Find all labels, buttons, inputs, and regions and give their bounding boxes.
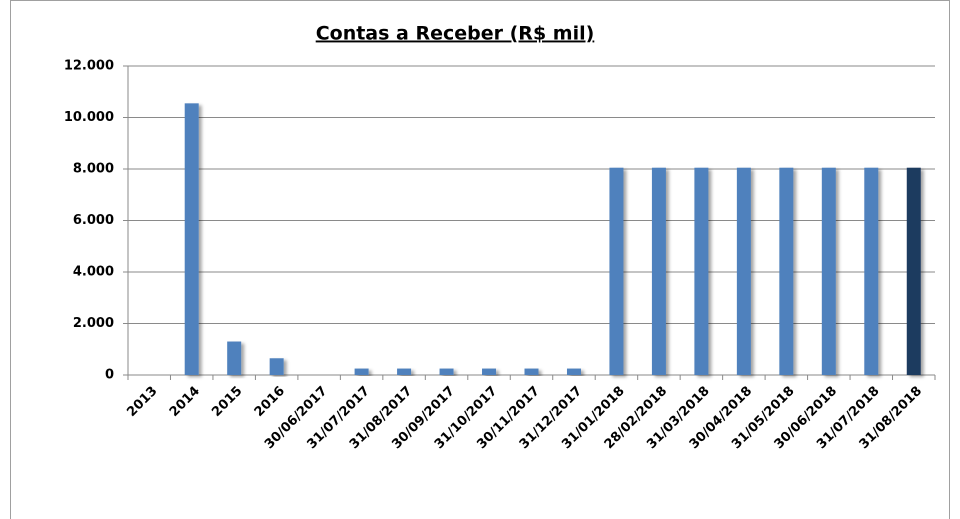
bar (184, 103, 199, 376)
y-tick-label: 8.000 (73, 162, 114, 177)
y-tick-label: 0 (105, 368, 114, 383)
bar (906, 167, 921, 375)
y-tick-label: 6.000 (73, 213, 114, 228)
y-tick-label: 10.000 (64, 110, 114, 125)
bar (779, 167, 794, 375)
bar (439, 368, 454, 375)
y-tick-label: 12.000 (64, 59, 114, 74)
bar (736, 167, 751, 375)
bar (269, 358, 284, 375)
bar (609, 167, 624, 375)
bar (354, 368, 369, 375)
bar (397, 368, 412, 375)
bar (694, 167, 709, 375)
bar (482, 368, 497, 375)
y-tick-label: 2.000 (73, 316, 114, 331)
bar (821, 167, 836, 375)
chart-title: Contas a Receber (R$ mil) (316, 23, 595, 45)
bar (864, 167, 879, 375)
bar (651, 167, 666, 375)
bar (566, 368, 581, 375)
bar (524, 368, 539, 375)
y-tick-label: 4.000 (73, 265, 114, 280)
bar (227, 341, 242, 375)
